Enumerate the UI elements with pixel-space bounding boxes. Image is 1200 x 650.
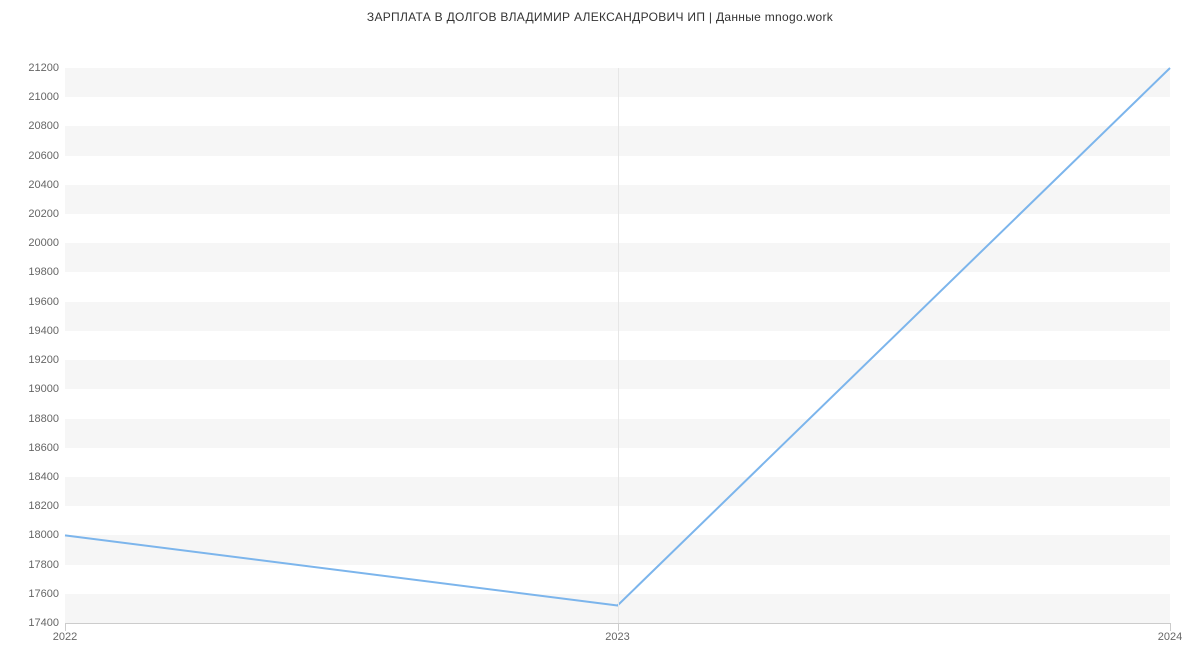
plot-area: 1740017600178001800018200184001860018800… [65,68,1170,623]
x-tick-label: 2024 [1158,623,1182,643]
y-tick-label: 17600 [28,588,65,600]
chart-container: 1740017600178001800018200184001860018800… [0,30,1200,650]
x-gridline [618,68,619,623]
y-tick-label: 21200 [28,62,65,74]
y-tick-label: 18600 [28,442,65,454]
y-tick-label: 19400 [28,325,65,337]
y-tick-label: 18200 [28,500,65,512]
y-tick-label: 20200 [28,208,65,220]
y-tick-label: 20400 [28,179,65,191]
y-tick-label: 18800 [28,413,65,425]
y-tick-label: 20000 [28,237,65,249]
y-tick-label: 20600 [28,150,65,162]
chart-title: ЗАРПЛАТА В ДОЛГОВ ВЛАДИМИР АЛЕКСАНДРОВИЧ… [0,0,1200,30]
y-tick-label: 19000 [28,383,65,395]
y-tick-label: 20800 [28,120,65,132]
y-tick-label: 18400 [28,471,65,483]
y-tick-label: 17800 [28,559,65,571]
y-tick-label: 19800 [28,266,65,278]
x-tick-label: 2022 [53,623,77,643]
x-tick-label: 2023 [605,623,629,643]
y-tick-label: 19600 [28,296,65,308]
y-tick-label: 19200 [28,354,65,366]
y-tick-label: 21000 [28,91,65,103]
y-tick-label: 18000 [28,529,65,541]
